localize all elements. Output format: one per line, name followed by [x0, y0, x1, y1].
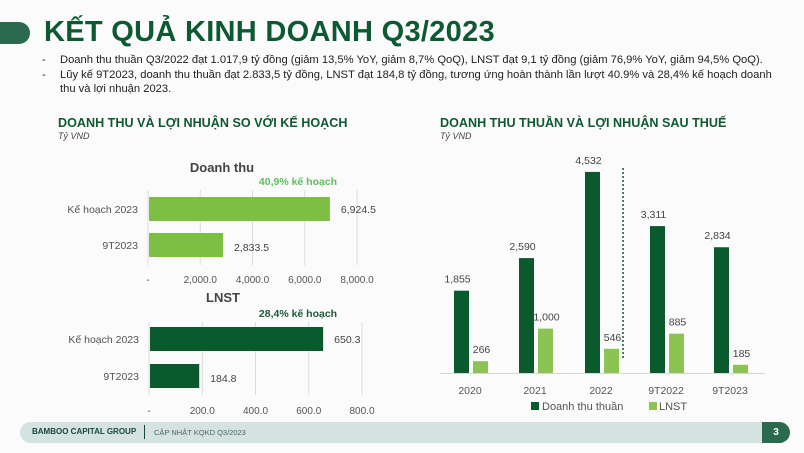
footer-bar: BAMBOO CAPITAL GROUP CẬP NHẬT KQKD Q3/20…: [20, 422, 780, 443]
bar-lnst-9T2023: [733, 364, 748, 373]
footer-subtitle: CẬP NHẬT KQKD Q3/2023: [154, 427, 246, 437]
bar-lnst-2021: [538, 328, 553, 373]
value-label: 2,833.5: [234, 242, 269, 254]
plan-annotation-0: 40,9% kế hoạch: [259, 176, 337, 188]
lnst-value-label: 185: [733, 348, 751, 360]
bar-kế-hoạch-2023: [150, 327, 324, 351]
x-tick-label: 600.0: [296, 406, 321, 417]
x-category-label: 9T2023: [712, 385, 748, 397]
right-section-title: DOANH THU THUẦN VÀ LỢI NHUẬN SAU THUẾ: [440, 116, 727, 130]
category-label: 9T2023: [103, 371, 139, 383]
chart-title-1: LNST: [206, 290, 240, 305]
category-label: Kế hoạch 2023: [68, 334, 139, 346]
bar-lnst-2022: [604, 348, 619, 373]
page-title: KẾT QUẢ KINH DOANH Q3/2023: [44, 16, 495, 48]
lnst-value-label: 885: [669, 317, 687, 329]
bullet-text: Lũy kế 9T2023, doanh thu thuần đạt 2.833…: [60, 68, 772, 96]
page-number: 3: [762, 422, 790, 443]
revenue-value-label: 1,855: [444, 274, 470, 286]
category-label: 9T2023: [102, 240, 138, 252]
bullet-item: - Doanh thu thuần Q3/2022 đạt 1.017,9 tỷ…: [42, 53, 772, 68]
x-category-label: 9T2022: [648, 385, 684, 397]
category-label: Kế hoạch 2023: [67, 204, 138, 216]
bar-9t2023: [150, 364, 200, 388]
value-label: 184.8: [210, 373, 236, 385]
x-tick-label: 2,000.0: [184, 275, 218, 286]
value-label: 650.3: [334, 334, 360, 346]
x-category-label: 2020: [458, 385, 482, 397]
bullet-dash: -: [42, 68, 46, 81]
left-section-title: DOANH THU VÀ LỢI NHUẬN SO VỚI KẾ HOẠCH: [58, 116, 348, 130]
summary-bullets: - Doanh thu thuần Q3/2022 đạt 1.017,9 tỷ…: [42, 53, 772, 97]
bar-revenue-9T2023: [714, 247, 729, 373]
bar-kế-hoạch-2023: [149, 197, 330, 221]
chart-title-0: Doanh thu: [190, 160, 254, 175]
lnst-value-label: 266: [473, 344, 491, 356]
bar-revenue-2022: [585, 171, 600, 373]
bar-revenue-2021: [519, 258, 534, 373]
x-tick-label: 6,000.0: [288, 275, 322, 286]
x-category-label: 2022: [589, 385, 613, 397]
x-tick-label: 400.0: [243, 406, 268, 417]
x-tick-label: 8,000.0: [340, 275, 374, 286]
lnst-value-label: 546: [604, 332, 622, 344]
title-accent-pill: [0, 22, 30, 44]
bullet-text: Doanh thu thuần Q3/2022 đạt 1.017,9 tỷ đ…: [60, 54, 763, 66]
left-section-unit: Tỷ VND: [58, 131, 90, 141]
plan-annotation-1: 28,4% kế hoạch: [259, 308, 337, 320]
x-category-label: 2021: [523, 385, 547, 397]
x-tick-label: 4,000.0: [236, 275, 270, 286]
legend-swatch-lnst: [649, 402, 657, 410]
x-tick-label: 800.0: [349, 406, 374, 417]
revenue-value-label: 2,834: [704, 230, 730, 242]
bar-revenue-2020: [454, 290, 469, 373]
legend-label-lnst: LNST: [659, 401, 687, 413]
bar-lnst-9T2022: [669, 333, 684, 373]
bullet-item: - Lũy kế 9T2023, doanh thu thuần đạt 2.8…: [42, 68, 772, 97]
footer-brand: BAMBOO CAPITAL GROUP: [32, 427, 137, 436]
bar-lnst-2020: [473, 361, 488, 373]
x-tick-label: 200.0: [190, 406, 215, 417]
revenue-value-label: 3,311: [641, 209, 667, 221]
revenue-value-label: 2,590: [509, 241, 535, 253]
bullet-dash: -: [42, 54, 46, 66]
legend-swatch-revenue: [531, 402, 539, 410]
value-label: 6,924.5: [341, 204, 376, 216]
x-tick-label: -: [146, 275, 149, 286]
bar-9t2023: [149, 233, 224, 257]
bar-revenue-9T2022: [650, 226, 665, 373]
revenue-value-label: 4,532: [575, 155, 601, 167]
lnst-value-label: 1,000: [533, 312, 559, 324]
legend-label-revenue: Doanh thu thuần: [542, 401, 623, 413]
right-section-unit: Tỷ VND: [440, 131, 472, 141]
x-tick-label: -: [147, 406, 150, 417]
footer-divider: [144, 425, 145, 439]
